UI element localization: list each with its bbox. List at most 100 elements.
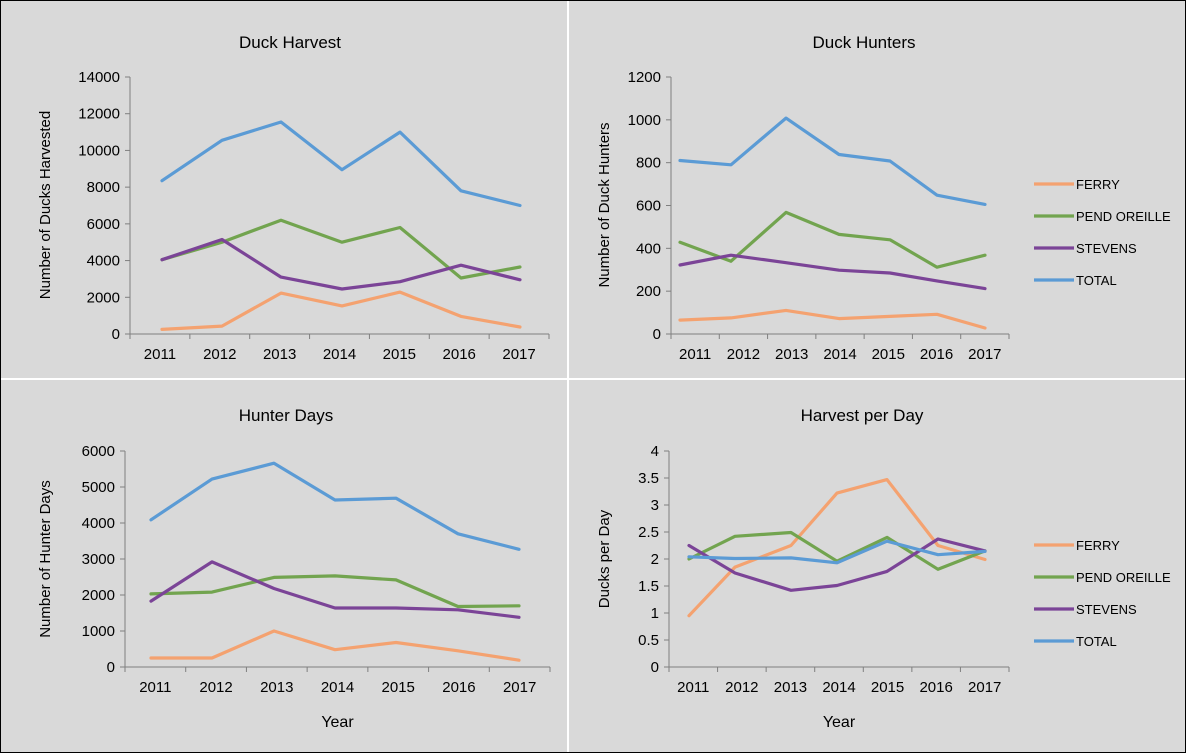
y-tick-label: 1.5 (638, 578, 659, 595)
x-tick-label: 2014 (822, 679, 855, 696)
x-tick-label: 2012 (199, 679, 232, 696)
series-line-stevens (149, 560, 521, 619)
series-line-ferry (149, 629, 521, 662)
x-axis-label: Year (321, 714, 354, 731)
x-tick-label: 2013 (263, 346, 296, 363)
y-tick-label: 1000 (628, 112, 661, 129)
series-line-total (160, 120, 522, 208)
y-tick-label: 3.5 (638, 470, 659, 487)
y-tick-label: 5000 (82, 479, 115, 496)
chart-title: Duck Hunters (813, 33, 916, 52)
x-tick-label: 2013 (775, 346, 808, 363)
y-tick-label: 1 (651, 605, 659, 622)
chart-title: Duck Harvest (239, 33, 341, 52)
y-tick-label: 6000 (87, 216, 120, 233)
y-tick-label: 1000 (82, 623, 115, 640)
chart-panel-4: Harvest per Day Ducks per Day Year 0 0.5 1 1.5… (596, 406, 1171, 731)
x-tick-label: 2017 (502, 346, 535, 363)
x-tick-label: 2017 (968, 679, 1001, 696)
x-tick-label: 2011 (679, 346, 711, 363)
legend-label-stevens: STEVENS (1076, 241, 1137, 256)
x-tick-label: 2014 (321, 679, 354, 696)
x-tick-label: 2012 (725, 679, 758, 696)
y-tick-label: 600 (636, 198, 661, 215)
legend: FERRY PEND OREILLE STEVENS TOTAL (1034, 538, 1171, 649)
y-tick-label: 400 (636, 240, 661, 257)
series-line-pend-oreille (160, 218, 522, 280)
y-tick-label: 2 (651, 551, 659, 568)
x-axis-label: Year (823, 714, 856, 731)
y-tick-label: 800 (636, 155, 661, 172)
y-tick-label: 1200 (628, 69, 661, 86)
x-tick-label: 2016 (920, 346, 953, 363)
legend-label-total: TOTAL (1076, 634, 1117, 649)
legend-label-ferry: FERRY (1076, 538, 1120, 553)
series-line-total (149, 461, 521, 551)
series-line-total (687, 539, 987, 565)
y-tick-label: 0 (651, 659, 659, 676)
y-tick-label: 200 (636, 283, 661, 300)
x-tick-label: 2011 (139, 679, 171, 696)
x-tick-label: 2015 (872, 346, 905, 363)
series-line-pend-oreille (149, 574, 521, 609)
chart-title: Harvest per Day (801, 406, 924, 425)
y-tick-label: 3000 (82, 551, 115, 568)
y-tick-label: 0.5 (638, 632, 659, 649)
x-tick-label: 2012 (727, 346, 760, 363)
legend-label-total: TOTAL (1076, 273, 1117, 288)
x-tick-label: 2016 (442, 679, 475, 696)
y-tick-label: 0 (653, 326, 661, 343)
x-tick-label: 2017 (968, 346, 1001, 363)
y-tick-label: 2000 (87, 289, 120, 306)
y-axis-label: Number of Duck Hunters (596, 122, 613, 287)
y-tick-label: 0 (107, 659, 115, 676)
x-tick-label: 2011 (677, 679, 709, 696)
y-tick-label: 3 (651, 497, 659, 514)
y-tick-label: 12000 (78, 106, 120, 123)
series-line-ferry (678, 308, 987, 330)
x-tick-label: 2017 (503, 679, 536, 696)
legend-label-stevens: STEVENS (1076, 602, 1137, 617)
y-tick-label: 4 (651, 443, 659, 460)
chart-panel-2: Duck Hunters Number of Duck Hunters 0 200 40… (596, 33, 1171, 363)
y-tick-label: 6000 (82, 443, 115, 460)
x-tick-label: 2015 (383, 346, 416, 363)
y-axis-label: Number of Hunter Days (37, 480, 54, 638)
x-tick-label: 2016 (919, 679, 952, 696)
x-tick-label: 2014 (323, 346, 356, 363)
y-tick-label: 2000 (82, 587, 115, 604)
y-tick-label: 0 (112, 326, 120, 343)
y-tick-label: 10000 (78, 142, 120, 159)
legend-label-pend-oreille: PEND OREILLE (1076, 209, 1171, 224)
x-tick-label: 2014 (823, 346, 856, 363)
series-line-stevens (678, 253, 987, 291)
y-axis-label: Number of Ducks Harvested (37, 111, 54, 299)
x-tick-label: 2011 (144, 346, 176, 363)
legend-label-pend-oreille: PEND OREILLE (1076, 570, 1171, 585)
x-tick-label: 2015 (871, 679, 904, 696)
series-line-ferry (160, 290, 522, 331)
y-tick-label: 2.5 (638, 524, 659, 541)
series-line-stevens (687, 537, 987, 592)
x-tick-label: 2016 (443, 346, 476, 363)
y-tick-label: 4000 (87, 253, 120, 270)
series-line-pend-oreille (678, 210, 987, 269)
x-tick-label: 2015 (382, 679, 415, 696)
x-tick-label: 2013 (260, 679, 293, 696)
y-axis-label: Ducks per Day (596, 509, 613, 608)
legend: FERRY PEND OREILLE STEVENS TOTAL (1034, 177, 1171, 288)
x-tick-label: 2013 (774, 679, 807, 696)
legend-label-ferry: FERRY (1076, 177, 1120, 192)
chart-panel-1: Duck Harvest Number of Ducks Harvested 0 20… (37, 33, 550, 363)
x-tick-label: 2012 (203, 346, 236, 363)
chart-panel-3: Hunter Days Number of Hunter Days Year 0 100… (37, 406, 551, 731)
series-line-stevens (160, 237, 522, 291)
y-tick-label: 8000 (87, 179, 120, 196)
chart-title: Hunter Days (239, 406, 333, 425)
series-line-ferry (687, 478, 987, 618)
y-tick-label: 14000 (78, 69, 120, 86)
y-tick-label: 4000 (82, 515, 115, 532)
